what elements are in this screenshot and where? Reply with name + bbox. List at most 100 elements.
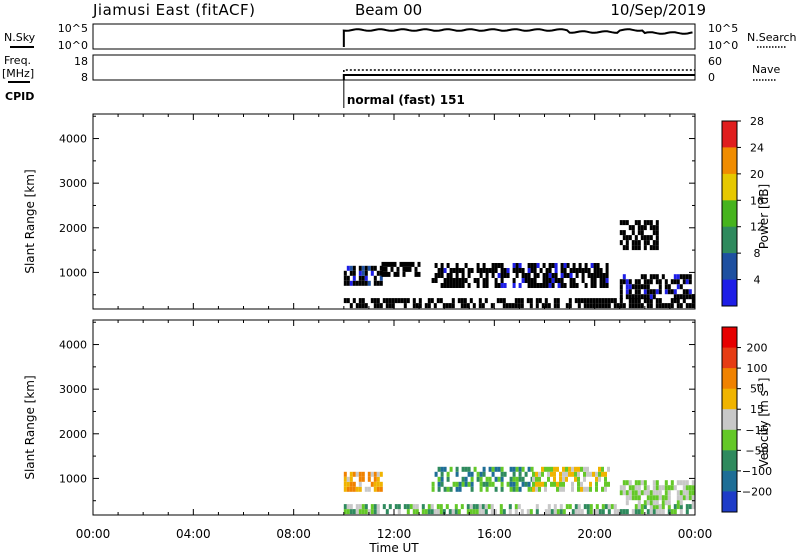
range-cell [496,298,500,304]
range-cell [452,283,456,288]
range-cell [649,509,653,515]
range-cell [352,270,356,276]
range-cell [649,279,653,285]
range-cell [343,270,347,276]
range-cell [562,471,565,477]
range-cell [542,263,546,268]
range-cell [536,273,540,278]
range-cell [415,504,419,510]
range-cell [559,504,563,510]
nsky-right-tick-top: 10^5 [708,22,738,35]
range-cell [670,279,674,285]
range-cell [524,273,528,278]
range-cell [637,279,641,285]
range-cell [559,509,563,515]
range-cell [574,466,577,472]
range-cell [487,504,491,510]
range-cell [532,471,535,477]
range-cell [449,268,453,273]
range-cell [481,504,485,510]
range-cell [563,268,567,273]
range-cell [661,495,665,501]
range-cell [569,283,573,288]
range-cell [652,225,656,231]
range-cell [646,235,650,241]
range-cell [572,263,576,268]
range-cell [367,476,371,482]
range-cell [530,263,534,268]
range-cell [464,481,468,487]
range-cell [414,271,418,277]
range-cell [448,509,452,515]
range-cell [637,294,641,300]
range-cell [637,230,641,236]
range-cell [455,283,459,288]
range-cell [625,495,629,501]
range-cell [583,476,586,482]
range-cell [545,268,549,273]
range-cell [583,303,587,309]
range-cell [427,509,431,515]
range-cell [679,495,683,501]
y-tick-label: 1000 [59,472,87,485]
range-cell [679,504,683,510]
range-cell [364,270,368,276]
colorbar-frame [721,120,738,307]
range-cell [673,298,677,304]
range-cell [427,504,431,510]
range-cell [643,284,647,290]
range-cell [478,303,482,309]
range-cell [554,278,558,283]
range-cell [544,481,547,487]
range-cell [571,466,574,472]
range-cell [470,471,474,477]
range-cell [655,509,659,515]
range-cell [604,504,608,510]
range-cell [349,486,353,492]
range-cell [643,294,647,300]
range-cell [619,485,623,491]
range-cell [646,490,650,496]
range-cell [361,275,365,281]
range-cell [352,509,356,515]
range-cell [508,303,512,309]
range-cell [646,298,650,304]
range-cell [625,294,629,300]
range-cell [437,486,441,492]
range-cell [646,240,650,246]
range-cell [622,230,626,236]
range-cell [467,268,471,273]
freq-tick-bottom: 8 [81,71,88,84]
range-cell [610,298,614,304]
range-cell [405,261,409,267]
range-cell [520,298,524,304]
range-cell [544,509,548,515]
range-cell [485,273,489,278]
range-cell [643,240,647,246]
range-cell [458,278,462,283]
range-cell [598,509,602,515]
nsky-label: N.Sky [4,31,36,44]
range-cell [658,298,662,304]
range-cell [406,504,410,510]
range-cell [503,273,507,278]
range-cell [361,270,365,276]
range-cell [497,466,501,472]
range-cell [467,283,471,288]
range-cell [619,490,623,496]
range-cell [554,273,558,278]
range-cell [394,504,398,510]
range-cell [592,298,596,304]
range-cell [514,504,518,510]
range-cell [631,485,635,491]
range-cell [652,274,656,280]
range-cell [464,263,468,268]
range-cell [440,471,444,477]
range-cell [619,279,623,285]
range-cell [379,280,383,286]
range-cell [655,303,659,309]
range-cell [346,265,350,271]
range-cell [562,476,565,482]
range-cell [346,280,350,286]
range-cell [541,466,544,472]
